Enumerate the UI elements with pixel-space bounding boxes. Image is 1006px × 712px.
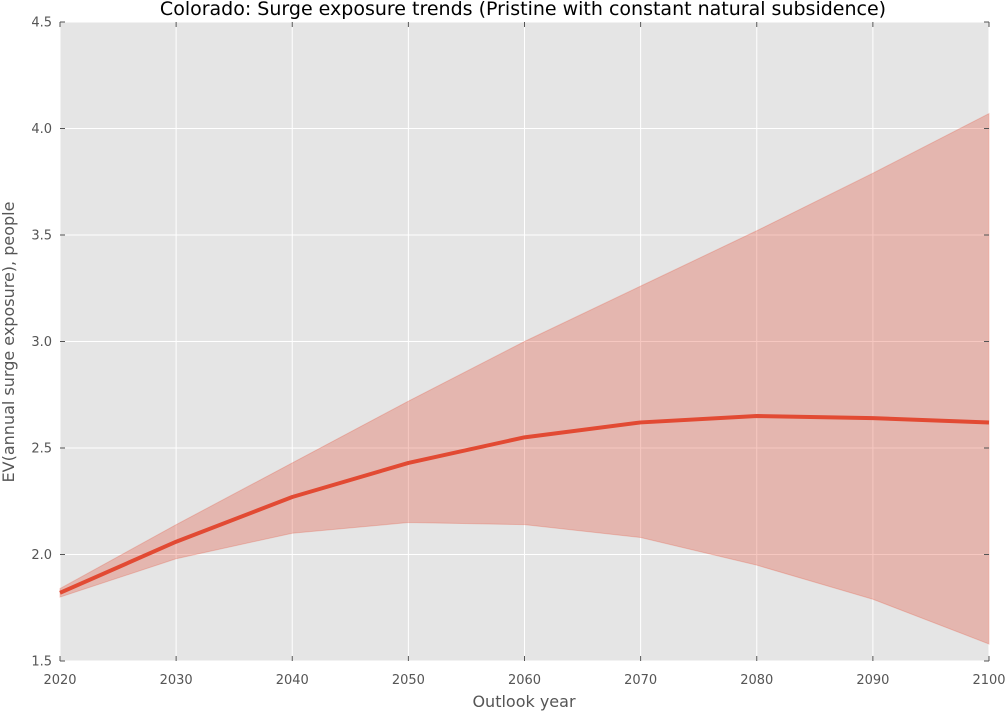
x-tick-label: 2030 <box>160 673 193 688</box>
x-tick-label: 2020 <box>43 673 76 688</box>
band-layer <box>59 112 990 645</box>
y-tick-label: 4.5 <box>31 16 52 31</box>
y-tick-label: 3.0 <box>31 335 52 350</box>
chart-title: Colorado: Surge exposure trends (Pristin… <box>160 0 886 20</box>
y-axis-title: EV(annual surge exposure), people <box>0 202 18 483</box>
x-tick-label: 2100 <box>972 673 1005 688</box>
x-tick-label: 2080 <box>740 673 773 688</box>
y-tick-label: 4.0 <box>31 122 52 137</box>
x-tick-labels: 2020 2030 2040 2050 2060 2070 2080 2090 2100 <box>43 673 1005 688</box>
y-tick-labels: 1.5 2.0 2.5 3.0 3.5 4.0 4.5 <box>31 16 52 670</box>
y-tick-label: 2.5 <box>31 442 52 457</box>
x-tick-label: 2090 <box>856 673 889 688</box>
x-tick-label: 2070 <box>624 673 657 688</box>
x-tick-label: 2040 <box>276 673 309 688</box>
series-line <box>59 414 990 595</box>
x-tick-label: 2060 <box>508 673 541 688</box>
y-tick-label: 1.5 <box>31 655 52 670</box>
confidence-band <box>59 112 990 645</box>
y-tick-label: 2.0 <box>31 548 52 563</box>
x-axis-title: Outlook year <box>472 692 576 711</box>
tick-marks <box>59 21 990 662</box>
line-layer <box>59 414 990 595</box>
y-tick-label: 3.5 <box>31 229 52 244</box>
x-tick-label: 2050 <box>392 673 425 688</box>
